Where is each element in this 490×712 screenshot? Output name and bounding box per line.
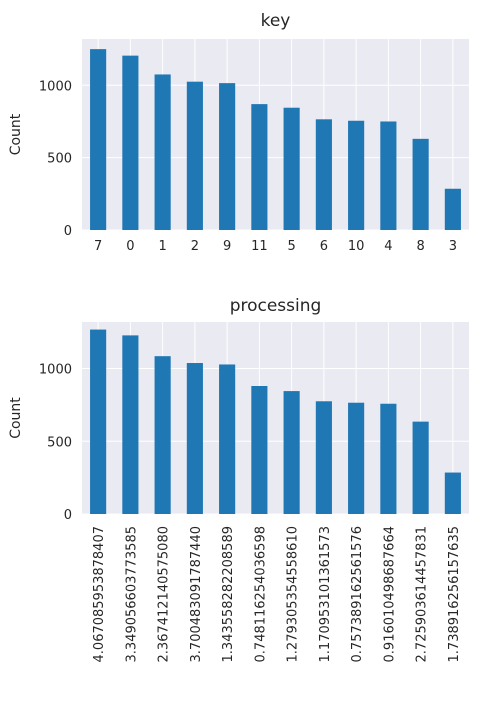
x-tick-label: 1.738916256157635 <box>447 526 462 662</box>
bar <box>380 121 397 230</box>
x-tick-label: 0.757389162561576 <box>350 526 365 662</box>
x-tick-label: 7 <box>94 239 102 254</box>
y-tick-label: 500 <box>47 152 72 167</box>
y-tick-label: 1000 <box>39 79 72 94</box>
bar <box>412 421 429 514</box>
bar <box>251 386 268 514</box>
x-tick-label: 11 <box>251 239 268 254</box>
x-tick-label: 4 <box>384 239 392 254</box>
chart-title: key <box>261 11 291 31</box>
x-tick-label: 2.367412140575080 <box>157 526 172 662</box>
y-tick-label: 0 <box>64 508 72 523</box>
x-tick-label: 1.279305354558610 <box>286 526 301 662</box>
y-tick-labels: 0 500 1000 <box>39 363 72 523</box>
bars <box>90 49 461 231</box>
bar <box>122 335 139 514</box>
bar <box>154 356 171 514</box>
bar <box>186 363 203 514</box>
bar <box>122 55 139 230</box>
x-tick-label: 1.170953101361573 <box>318 526 333 662</box>
bar <box>283 391 300 514</box>
y-axis-label: Count <box>8 397 24 439</box>
x-tick-label: 6 <box>320 239 328 254</box>
y-tick-labels: 0 500 1000 <box>39 79 72 239</box>
chart-title: processing <box>230 296 322 316</box>
x-tick-label: 2 <box>191 239 199 254</box>
bar <box>283 107 300 230</box>
bar <box>315 119 332 230</box>
bar <box>251 104 268 230</box>
y-tick-label: 1000 <box>39 363 72 378</box>
bar <box>315 401 332 514</box>
bar <box>219 83 236 231</box>
x-tick-labels: 7 0 1 2 9 11 5 6 10 4 8 3 <box>94 239 457 254</box>
bar <box>348 402 365 514</box>
bars <box>90 329 461 514</box>
x-tick-label: 8 <box>416 239 424 254</box>
x-tick-label: 4.067085953878407 <box>92 526 107 662</box>
plot-area <box>82 39 469 230</box>
chart-key: key Count 0 500 1000 7 0 1 2 9 11 5 6 10 4 8 3 <box>8 11 469 254</box>
plot-area <box>82 322 469 514</box>
x-tick-label: 3.700483091787440 <box>189 526 204 662</box>
bar <box>412 138 429 230</box>
x-tick-label: 2.725903614457831 <box>415 526 430 662</box>
y-axis-label: Count <box>8 113 24 155</box>
x-tick-label: 0 <box>126 239 134 254</box>
bar <box>444 472 461 514</box>
x-tick-label: 5 <box>287 239 295 254</box>
x-tick-label: 1.343558282208589 <box>221 526 236 662</box>
x-tick-label: 9 <box>223 239 231 254</box>
bar <box>90 49 107 231</box>
x-tick-label: 1 <box>158 239 166 254</box>
bar <box>444 188 461 230</box>
bar <box>90 329 107 514</box>
bar <box>219 364 236 514</box>
y-tick-label: 0 <box>64 224 72 239</box>
x-tick-label: 3 <box>449 239 457 254</box>
bar <box>186 81 203 230</box>
x-tick-label: 0.916010498687664 <box>382 526 397 662</box>
chart-processing: processing Count 0 500 1000 4.067085953878… <box>8 296 469 662</box>
bar <box>348 120 365 230</box>
x-tick-label: 3.349056603773585 <box>124 526 139 662</box>
x-tick-label: 0.748116254036598 <box>253 526 268 662</box>
x-tick-label: 10 <box>348 239 365 254</box>
bar <box>380 403 397 514</box>
y-tick-label: 500 <box>47 435 72 450</box>
x-tick-labels: 4.067085953878407 3.349056603773585 2.3674… <box>92 526 462 662</box>
bar <box>154 74 171 230</box>
